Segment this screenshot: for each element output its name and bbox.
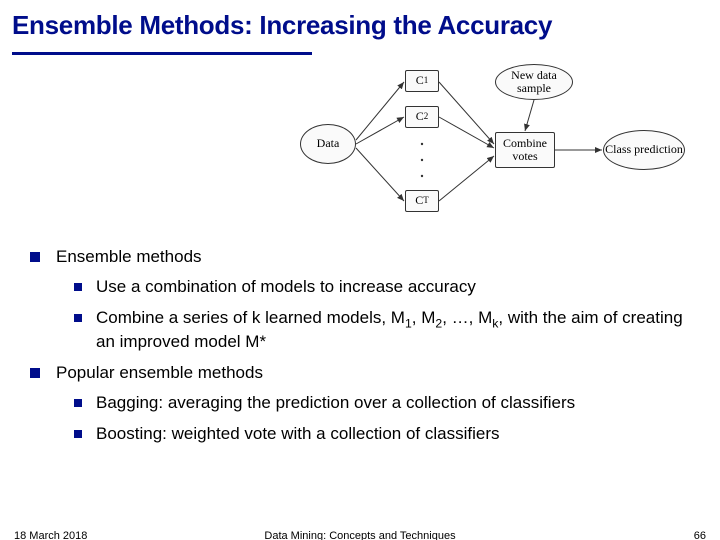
bullet-l2-1-0: Bagging: averaging the prediction over a… (74, 392, 702, 414)
bullet-l2-0-1: Combine a series of k learned models, M1… (74, 307, 702, 354)
bullet-icon (30, 368, 40, 378)
bullet-icon (74, 314, 82, 322)
bullet-icon (74, 283, 82, 291)
page-title: Ensemble Methods: Increasing the Accurac… (12, 10, 552, 41)
slide: Ensemble Methods: Increasing the Accurac… (0, 0, 720, 540)
ensemble-diagram: Data C1 C2 CT New data sample Combine votes Cl… (300, 62, 705, 237)
bullet-l1-0: Ensemble methods (30, 246, 702, 268)
diagram-node-combine: Combine votes (495, 132, 555, 168)
diagram-node-c1: C1 (405, 70, 439, 92)
footer-center: Data Mining: Concepts and Techniques (14, 530, 706, 540)
body-content: Ensemble methods Use a combination of mod… (30, 246, 702, 453)
bullet-l2-text: Combine a series of k learned models, M1… (96, 307, 702, 354)
bullet-l2-0-0: Use a combination of models to increase … (74, 276, 702, 298)
diagram-node-new: New data sample (495, 64, 573, 100)
bullet-icon (30, 252, 40, 262)
title-underline (12, 52, 312, 55)
diagram-node-ct: CT (405, 190, 439, 212)
bullet-l1-text: Popular ensemble methods (56, 362, 263, 384)
bullet-l2-1-1: Boosting: weighted vote with a collectio… (74, 423, 702, 445)
diagram-node-c2: C2 (405, 106, 439, 128)
bullet-icon (74, 399, 82, 407)
bullet-l2-text: Boosting: weighted vote with a collectio… (96, 423, 499, 445)
bullet-l2-text: Bagging: averaging the prediction over a… (96, 392, 575, 414)
bullet-l2-text: Use a combination of models to increase … (96, 276, 476, 298)
diagram-node-pred: Class prediction (603, 130, 685, 170)
footer-page-number: 66 (694, 530, 706, 540)
bullet-l1-1: Popular ensemble methods (30, 362, 702, 384)
diagram-node-data: Data (300, 124, 356, 164)
bullet-icon (74, 430, 82, 438)
bullet-l1-text: Ensemble methods (56, 246, 202, 268)
